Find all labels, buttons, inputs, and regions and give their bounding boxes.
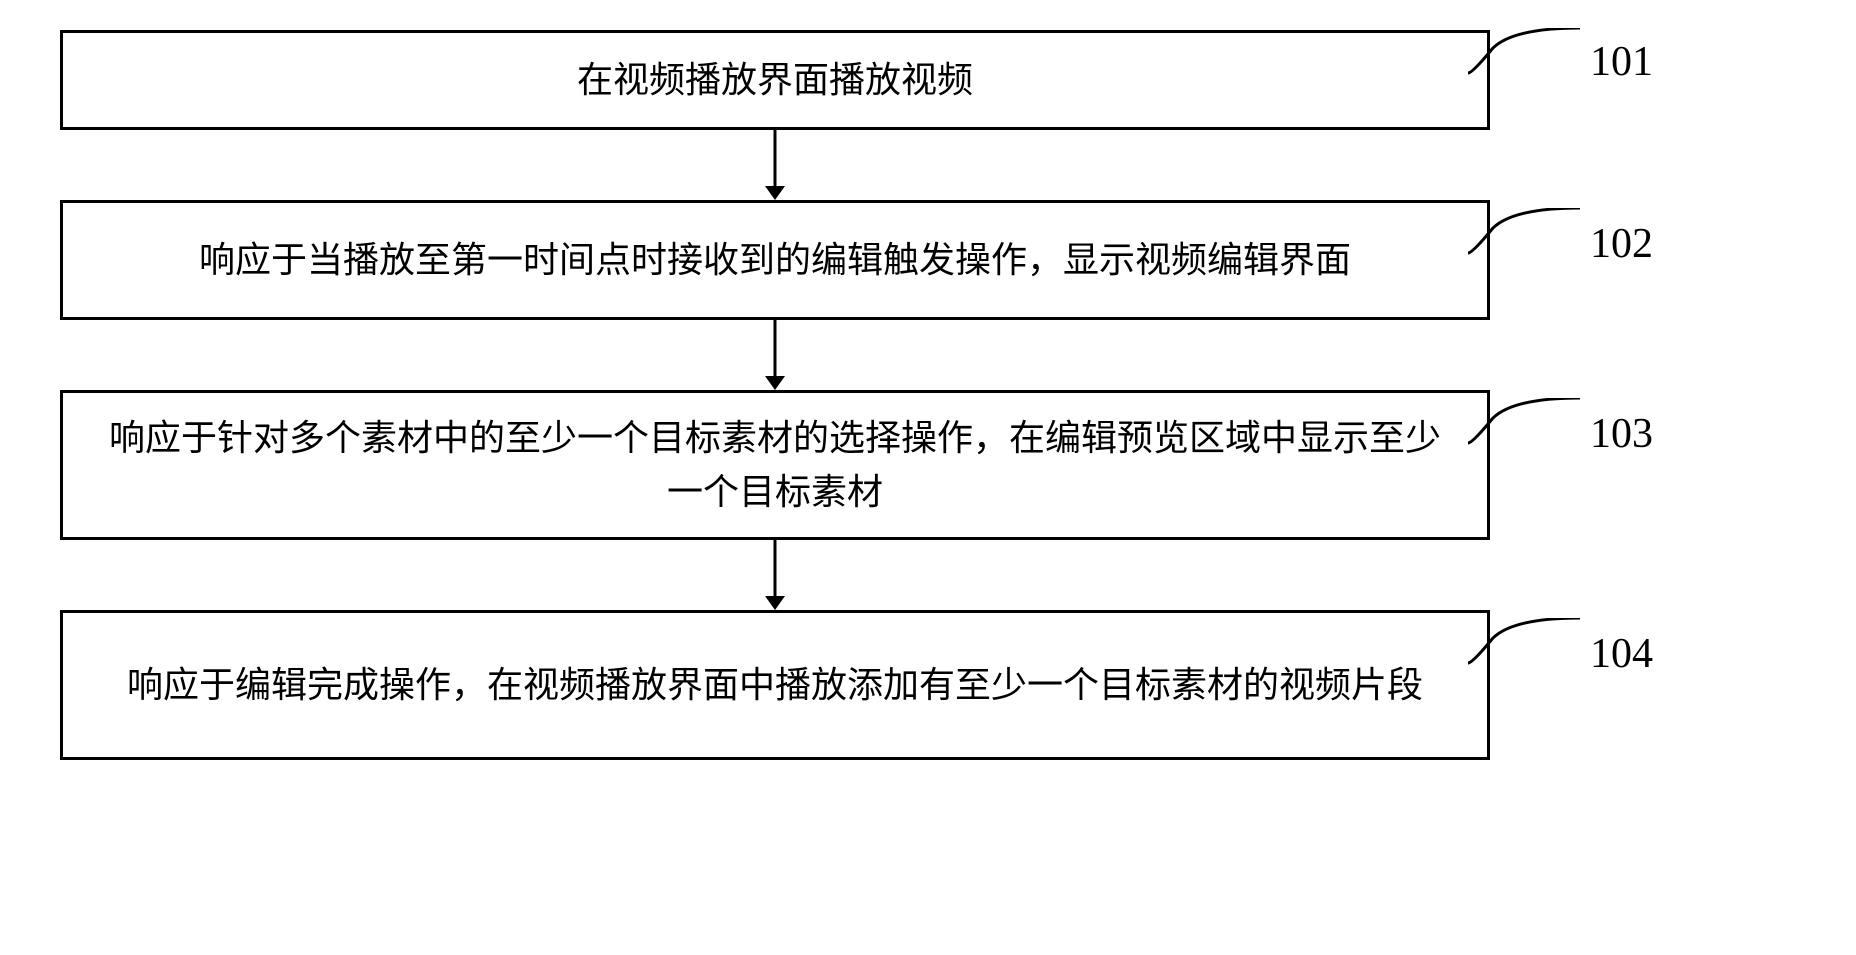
step-number-label: 101 (1590, 38, 1653, 86)
step-number-label: 102 (1590, 220, 1653, 268)
step-box: 响应于编辑完成操作，在视频播放界面中播放添加有至少一个目标素材的视频片段 (60, 610, 1490, 760)
flow-step-103: 响应于针对多个素材中的至少一个目标素材的选择操作，在编辑预览区域中显示至少一个目… (60, 390, 1796, 540)
step-number-label: 104 (1590, 630, 1653, 678)
flow-arrow (60, 320, 1490, 390)
step-text: 响应于针对多个素材中的至少一个目标素材的选择操作，在编辑预览区域中显示至少一个目… (93, 411, 1457, 519)
step-number-label: 103 (1590, 410, 1653, 458)
flowchart-container: 在视频播放界面播放视频 101 响应于当播放至第一时间点时接收到的编辑触发操作，显示… (60, 30, 1796, 760)
step-text: 响应于当播放至第一时间点时接收到的编辑触发操作，显示视频编辑界面 (199, 233, 1351, 287)
flow-arrow (60, 540, 1490, 610)
step-text: 在视频播放界面播放视频 (577, 53, 973, 107)
flow-step-104: 响应于编辑完成操作，在视频播放界面中播放添加有至少一个目标素材的视频片段 104 (60, 610, 1796, 760)
flow-step-102: 响应于当播放至第一时间点时接收到的编辑触发操作，显示视频编辑界面 102 (60, 200, 1796, 320)
step-box: 响应于当播放至第一时间点时接收到的编辑触发操作，显示视频编辑界面 (60, 200, 1490, 320)
flow-step-101: 在视频播放界面播放视频 101 (60, 30, 1796, 130)
flow-arrow (60, 130, 1490, 200)
step-box: 在视频播放界面播放视频 (60, 30, 1490, 130)
step-text: 响应于编辑完成操作，在视频播放界面中播放添加有至少一个目标素材的视频片段 (127, 658, 1423, 712)
step-box: 响应于针对多个素材中的至少一个目标素材的选择操作，在编辑预览区域中显示至少一个目… (60, 390, 1490, 540)
